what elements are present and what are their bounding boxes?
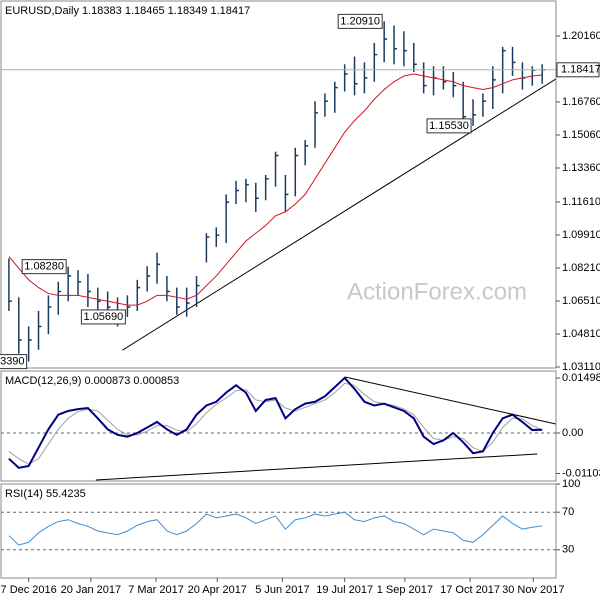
x-tick-label: 17 Oct 2017	[440, 584, 500, 596]
series-line	[8, 376, 543, 469]
trendline	[95, 453, 538, 481]
x-tick-label: 1 Sep 2017	[377, 584, 433, 596]
panel-title: EURUSD,Daily 1.18383 1.18465 1.18349 1.1…	[5, 5, 250, 17]
annotation-label: 1.08280	[24, 261, 64, 273]
x-tick-label: 20 Apr 2017	[188, 584, 247, 596]
y-tick-label: 0.00	[562, 427, 583, 439]
x-tick-label: 19 Jul 2017	[316, 584, 373, 596]
annotation-label: 1.15530	[429, 120, 469, 132]
trendline	[345, 376, 556, 425]
y-tick-label: 1.13360	[562, 162, 600, 174]
annotation-label: 1.05690	[84, 311, 124, 323]
y-tick-label: 1.04810	[562, 328, 600, 340]
y-tick-label: 0.014982	[562, 372, 600, 384]
y-tick-label: 1.11610	[562, 196, 600, 208]
x-tick-label: 7 Mar 2017	[128, 584, 184, 596]
y-tick-label: 1.16760	[562, 96, 600, 108]
y-tick-label: 1.08210	[562, 262, 600, 274]
x-tick-label: 20 Jan 2017	[61, 584, 122, 596]
series-line	[8, 511, 543, 546]
x-tick-label: 30 Nov 2017	[502, 584, 564, 596]
y-tick-label: 1.20160	[562, 30, 600, 42]
annotation-box	[337, 13, 383, 29]
y-tick-label: 30	[562, 544, 574, 556]
panel	[1, 21, 556, 362]
panel-frame	[0, 0, 557, 369]
annotation-box	[426, 118, 472, 134]
last-price-label: 1.18417	[561, 64, 600, 76]
x-tick-label: 7 Dec 2016	[1, 584, 57, 596]
y-tick-label: 1.09910	[562, 229, 600, 241]
moving-average	[8, 73, 543, 306]
y-tick-label: -0.011031	[562, 467, 600, 479]
y-tick-label: 70	[562, 506, 574, 518]
y-tick-label: 100	[562, 478, 580, 490]
panel	[1, 376, 556, 481]
panel-frame	[0, 370, 557, 482]
trendline	[122, 78, 556, 351]
y-tick-label: 1.15060	[562, 129, 600, 141]
last-price-box	[556, 62, 600, 78]
panel-title: MACD(12,26,9) 0.000873 0.000853	[5, 375, 179, 387]
panel	[1, 511, 556, 551]
annotation-box	[80, 309, 126, 325]
annotation-label: 1.20910	[340, 15, 380, 27]
x-tick-label: 5 Jun 2017	[255, 584, 309, 596]
annotation-box	[21, 259, 67, 275]
watermark: ActionForex.com	[347, 278, 527, 305]
y-tick-label: 1.03110	[562, 361, 600, 373]
annotation-box	[0, 354, 28, 370]
panel-title: RSI(14) 55.4235	[5, 488, 86, 500]
y-tick-label: 1.06510	[562, 295, 600, 307]
panel-frame	[0, 483, 557, 579]
